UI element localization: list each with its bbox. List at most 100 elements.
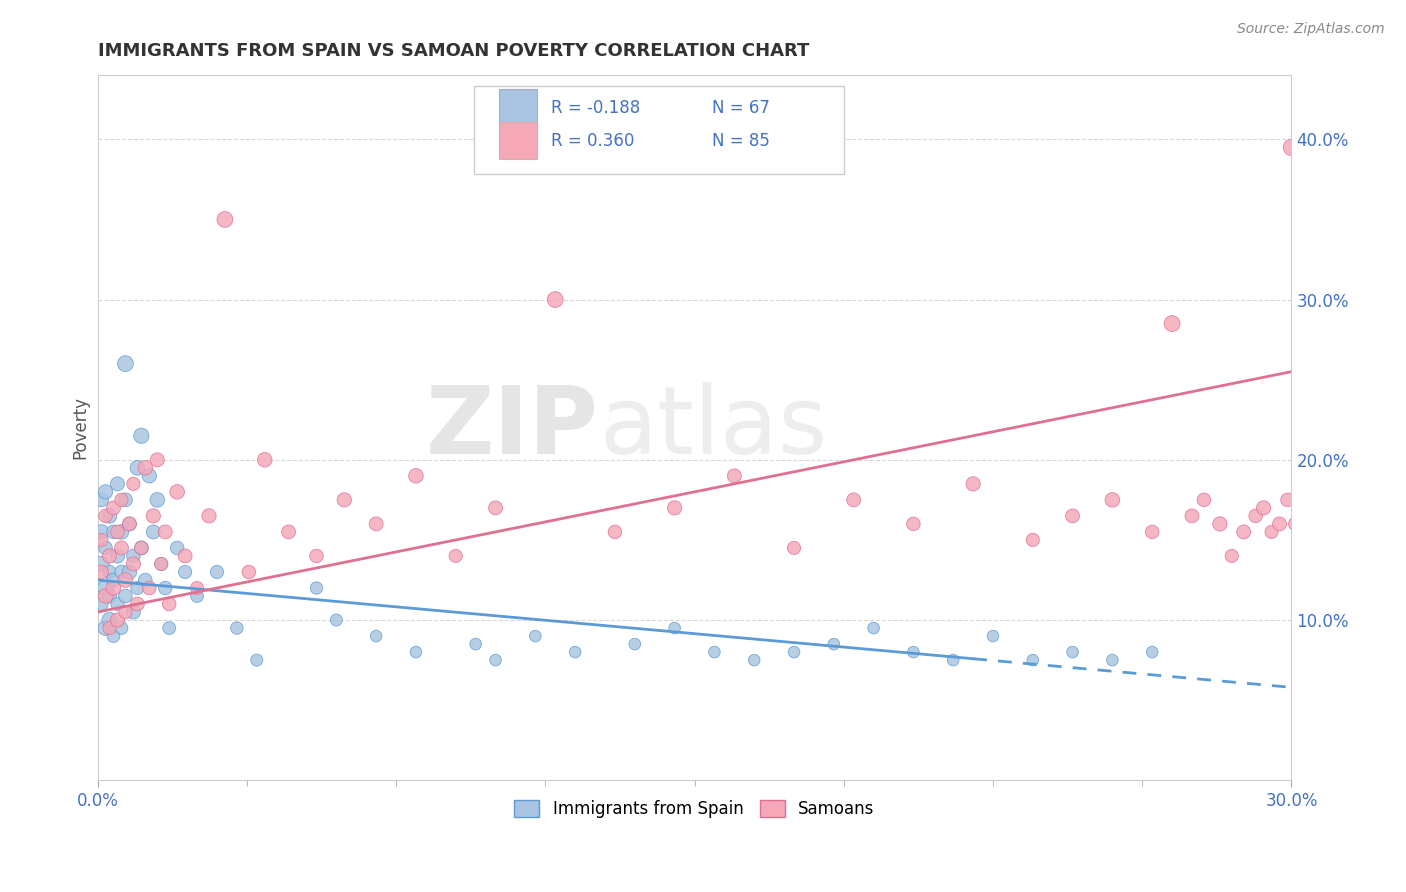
FancyBboxPatch shape: [499, 89, 537, 126]
Point: [94, 508, 117, 523]
Point: [1140, 645, 1163, 659]
Point: [1331, 516, 1354, 531]
Point: [1062, 645, 1084, 659]
Point: [1281, 140, 1303, 154]
Point: [464, 637, 486, 651]
Text: atlas: atlas: [599, 382, 827, 474]
Point: [742, 653, 765, 667]
Point: [246, 653, 269, 667]
Point: [146, 492, 169, 507]
Point: [862, 621, 884, 635]
FancyBboxPatch shape: [499, 122, 537, 159]
Point: [134, 573, 156, 587]
Point: [333, 492, 356, 507]
Point: [1284, 516, 1306, 531]
Point: [150, 557, 173, 571]
Point: [174, 565, 197, 579]
Point: [564, 645, 586, 659]
Point: [1192, 492, 1215, 507]
Text: R = -0.188: R = -0.188: [551, 99, 641, 117]
Point: [981, 629, 1004, 643]
Point: [603, 524, 626, 539]
Point: [94, 541, 117, 555]
Point: [903, 516, 925, 531]
Point: [110, 524, 132, 539]
Point: [664, 621, 686, 635]
Point: [1344, 500, 1367, 515]
Point: [110, 541, 132, 555]
Point: [155, 524, 177, 539]
Point: [624, 637, 647, 651]
Point: [166, 541, 188, 555]
Point: [1308, 508, 1330, 523]
Point: [444, 549, 467, 563]
Point: [157, 597, 180, 611]
Point: [131, 541, 153, 555]
Point: [98, 508, 121, 523]
Point: [122, 476, 145, 491]
Point: [122, 605, 145, 619]
Point: [1355, 508, 1378, 523]
Point: [186, 581, 208, 595]
Point: [103, 524, 125, 539]
Point: [484, 653, 506, 667]
Point: [942, 653, 965, 667]
Point: [1022, 653, 1045, 667]
Point: [94, 484, 117, 499]
Point: [214, 212, 236, 227]
Point: [103, 581, 125, 595]
Point: [166, 484, 188, 499]
Point: [146, 452, 169, 467]
Point: [114, 589, 136, 603]
Point: [1181, 508, 1204, 523]
Point: [118, 565, 141, 579]
Point: [110, 565, 132, 579]
Point: [94, 581, 117, 595]
Point: [305, 549, 328, 563]
Point: [1277, 492, 1299, 507]
Point: [90, 492, 112, 507]
Point: [1209, 516, 1232, 531]
Text: N = 67: N = 67: [713, 99, 770, 117]
Point: [366, 629, 388, 643]
Point: [1296, 500, 1319, 515]
Point: [90, 524, 112, 539]
Point: [155, 581, 177, 595]
Point: [114, 492, 136, 507]
Point: [1062, 508, 1084, 523]
Point: [366, 516, 388, 531]
Point: [723, 468, 745, 483]
Point: [114, 357, 136, 371]
Text: ZIP: ZIP: [426, 382, 599, 474]
Point: [107, 597, 129, 611]
Text: IMMIGRANTS FROM SPAIN VS SAMOAN POVERTY CORRELATION CHART: IMMIGRANTS FROM SPAIN VS SAMOAN POVERTY …: [97, 42, 808, 60]
Point: [127, 597, 149, 611]
Point: [110, 492, 132, 507]
Point: [484, 500, 506, 515]
Point: [277, 524, 299, 539]
Point: [903, 645, 925, 659]
Point: [1360, 524, 1382, 539]
Point: [142, 524, 165, 539]
Point: [110, 621, 132, 635]
Point: [103, 573, 125, 587]
Point: [142, 508, 165, 523]
Point: [150, 557, 173, 571]
Point: [107, 549, 129, 563]
Point: [134, 460, 156, 475]
Point: [1312, 524, 1334, 539]
Point: [405, 645, 427, 659]
Point: [122, 557, 145, 571]
Point: [1340, 508, 1362, 523]
Point: [205, 565, 228, 579]
Point: [1351, 524, 1374, 539]
Point: [405, 468, 427, 483]
Point: [1327, 508, 1350, 523]
Point: [114, 573, 136, 587]
Point: [1244, 508, 1267, 523]
Point: [103, 500, 125, 515]
FancyBboxPatch shape: [474, 86, 844, 174]
Point: [90, 597, 112, 611]
Point: [103, 629, 125, 643]
Point: [962, 476, 984, 491]
